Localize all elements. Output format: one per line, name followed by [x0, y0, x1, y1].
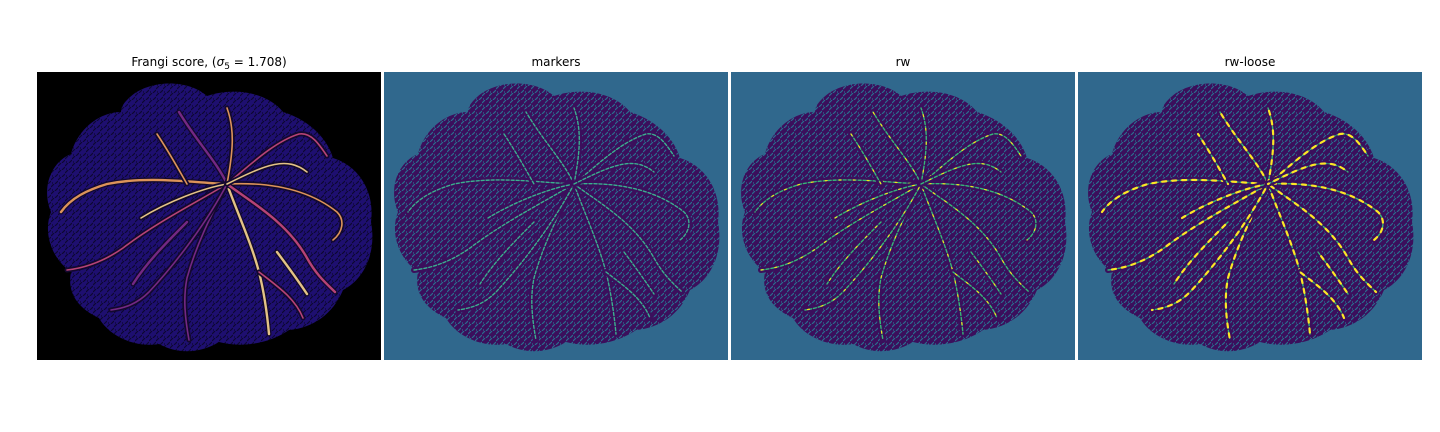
vessel-edge	[573, 133, 675, 185]
vessel	[156, 133, 188, 185]
vessel-highlight	[754, 179, 922, 213]
vessel-highlight	[1180, 182, 1270, 220]
vessel-edge	[920, 133, 1022, 185]
markers-image	[384, 72, 728, 360]
vessel	[258, 271, 304, 319]
vessel-edge	[573, 162, 655, 185]
rw-loose-image	[1078, 72, 1422, 360]
sigma-subscript: 5	[224, 62, 230, 72]
vessel-highlight	[1316, 250, 1350, 296]
vessel	[110, 183, 228, 311]
vessel-edge	[850, 133, 882, 185]
vessel	[59, 178, 229, 214]
vessel	[226, 162, 308, 185]
panel-title-markers: markers	[531, 55, 581, 69]
frangi-title-prefix: Frangi score, (	[131, 55, 217, 69]
panel-rw-image	[731, 72, 1075, 360]
vessel-highlight	[1218, 110, 1270, 186]
vessel-highlight	[1266, 182, 1378, 294]
vessel-highlight	[1298, 270, 1346, 320]
vessel	[131, 220, 189, 286]
vessel-group	[1099, 105, 1386, 343]
vessel-edge	[487, 183, 575, 219]
vessel-highlight	[804, 183, 922, 311]
vessel	[140, 183, 228, 219]
frangi-score-image	[37, 72, 381, 360]
vessel-highlight	[826, 221, 882, 285]
vessel-group	[58, 105, 345, 343]
rw-image	[731, 72, 1075, 360]
sigma-symbol: σ	[216, 55, 225, 69]
vessel-group	[752, 105, 1039, 343]
vessel-edge	[573, 107, 580, 185]
vessel	[66, 183, 228, 271]
vessel-highlight	[1106, 182, 1270, 272]
vessel	[275, 250, 309, 296]
panel-frangi-image	[37, 72, 381, 360]
panel-title-frangi: Frangi score, (σ5 = 1.708)	[37, 54, 381, 75]
vessel-edge	[573, 183, 683, 293]
vessel-edge	[623, 251, 655, 295]
vessel-highlight	[920, 162, 1002, 185]
vessel-edge	[970, 251, 1002, 295]
frangi-title-suffix: = 1.708)	[229, 55, 287, 69]
panel-rw-loose-image	[1078, 72, 1422, 360]
vessel-highlight	[1224, 182, 1270, 342]
panel-title-rw: rw	[895, 55, 911, 69]
vessel-edge	[573, 182, 690, 241]
vessel-edge	[457, 183, 575, 311]
vessel	[226, 182, 343, 241]
vessel-highlight	[834, 183, 922, 219]
vessel-highlight	[1100, 178, 1270, 214]
vessel-group	[405, 105, 692, 343]
vessel-highlight	[1172, 220, 1230, 286]
vessel-edge	[413, 183, 575, 271]
vessel-edge	[605, 271, 651, 319]
vessel-highlight	[1196, 132, 1230, 186]
panel-markers-image	[384, 72, 728, 360]
vessel-edge	[1219, 111, 1269, 185]
vessel-highlight	[1266, 106, 1275, 186]
vessel-highlight	[1266, 182, 1384, 242]
vessel	[177, 110, 229, 186]
panel-title-rw-loose: rw-loose	[1224, 55, 1276, 69]
vessel-edge	[872, 111, 922, 185]
vessel-highlight	[920, 183, 1037, 241]
vessel-edge	[503, 133, 535, 185]
vessel	[226, 133, 328, 185]
vessel-highlight	[760, 183, 922, 271]
vessel-highlight	[920, 183, 1030, 293]
vessel-highlight	[1266, 162, 1350, 186]
vessel-highlight	[952, 271, 998, 319]
vessel	[225, 182, 337, 294]
vessel	[226, 107, 234, 185]
vessel-edge	[479, 221, 535, 285]
vessel-edge	[407, 179, 575, 213]
vessel-highlight	[1150, 182, 1270, 312]
vessel-highlight	[878, 183, 922, 341]
vessel-highlight	[920, 107, 927, 185]
vessel-edge	[525, 111, 575, 185]
vessel-highlight	[1266, 132, 1370, 186]
